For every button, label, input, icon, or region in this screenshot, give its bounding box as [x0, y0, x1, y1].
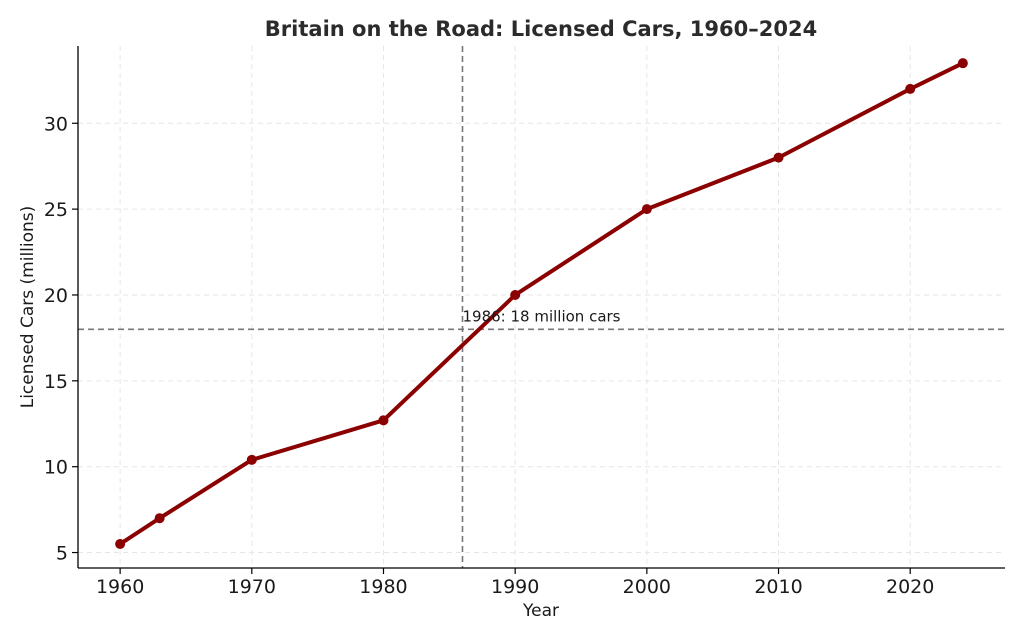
- data-point: [957, 58, 968, 69]
- chart-title: Britain on the Road: Licensed Cars, 1960…: [265, 17, 817, 41]
- x-tick-label: 2010: [754, 576, 802, 598]
- series-line: [118, 61, 965, 546]
- axis-ticks: 1960 1970 1980 1990 2000 2010 2020 5 10 15 20 25 30: [44, 113, 935, 598]
- series-group: [115, 58, 968, 549]
- x-tick-label: 2020: [886, 576, 934, 598]
- x-axis-label: Year: [522, 601, 559, 621]
- x-tick-label: 1980: [359, 576, 407, 598]
- y-tick-label: 10: [44, 457, 68, 479]
- data-point: [510, 289, 521, 300]
- data-point: [378, 415, 389, 426]
- data-point: [246, 454, 257, 465]
- reference-lines: [78, 46, 1005, 568]
- y-tick-label: 30: [44, 113, 68, 135]
- annotation-label: 1986: 18 million cars: [462, 307, 620, 325]
- y-tick-label: 5: [56, 543, 68, 565]
- data-point: [115, 538, 126, 549]
- data-point: [773, 152, 784, 163]
- y-tick-label: 25: [44, 199, 68, 221]
- x-tick-label: 1960: [96, 576, 144, 598]
- data-point: [641, 204, 652, 215]
- y-axis-label: Licensed Cars (millions): [18, 206, 38, 409]
- grid-lines: [78, 46, 1005, 568]
- data-point: [154, 513, 165, 524]
- x-tick-label: 2000: [623, 576, 671, 598]
- x-tick-label: 1990: [491, 576, 539, 598]
- data-point: [905, 83, 916, 94]
- axes: [77, 46, 1005, 569]
- y-tick-label: 20: [44, 285, 68, 307]
- y-tick-label: 15: [44, 371, 68, 393]
- x-tick-label: 1970: [228, 576, 276, 598]
